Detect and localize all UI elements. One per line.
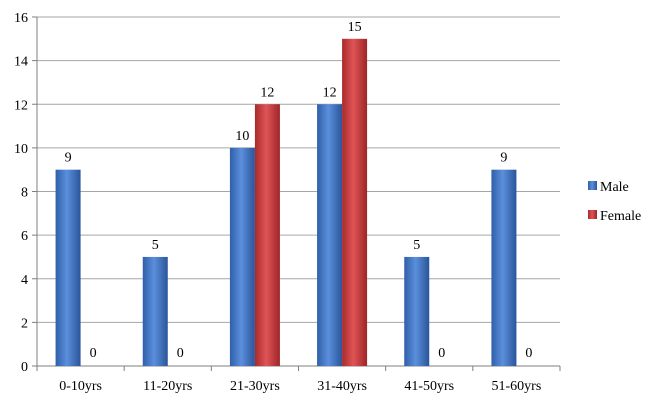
legend: Male Female bbox=[588, 180, 641, 224]
legend-swatch-female bbox=[588, 210, 597, 219]
bar-female-31-40yrs bbox=[342, 38, 368, 366]
bar-male-11-20yrs bbox=[142, 256, 168, 366]
data-label-female: 0 bbox=[438, 346, 445, 361]
y-tick-label: 12 bbox=[14, 98, 28, 113]
axes: 0 2 4 6 8 10 12 14 16 0-10yrs 11-20yrs 21-30yrs 31-4… bbox=[14, 11, 561, 394]
y-tick-label: 16 bbox=[14, 11, 28, 26]
bars bbox=[55, 38, 517, 366]
gridlines bbox=[37, 16, 560, 367]
y-tick-label: 10 bbox=[14, 142, 28, 157]
legend-swatch-male bbox=[588, 181, 597, 190]
data-label-female: 0 bbox=[90, 346, 97, 361]
data-label-female: 15 bbox=[348, 20, 362, 35]
x-tick-label: 21-30yrs bbox=[230, 379, 280, 394]
bar-male-21-30yrs bbox=[229, 147, 255, 366]
x-tick-label: 0-10yrs bbox=[59, 379, 102, 394]
y-tick-label: 0 bbox=[21, 360, 28, 375]
y-tick-label: 4 bbox=[21, 273, 28, 288]
data-label-male: 12 bbox=[323, 85, 337, 100]
data-label-female: 0 bbox=[525, 346, 532, 361]
bar-male-31-40yrs bbox=[317, 104, 343, 366]
data-label-female: 0 bbox=[177, 346, 184, 361]
data-label-male: 9 bbox=[65, 151, 72, 166]
data-label-male: 5 bbox=[413, 238, 420, 253]
y-tick-label: 6 bbox=[21, 229, 28, 244]
bar-male-51-60yrs bbox=[491, 169, 517, 366]
data-label-female: 12 bbox=[260, 85, 274, 100]
x-tick-label: 11-20yrs bbox=[143, 379, 192, 394]
legend-label-male: Male bbox=[600, 180, 629, 195]
x-tick-label: 31-40yrs bbox=[317, 379, 367, 394]
legend-label-female: Female bbox=[600, 209, 641, 224]
data-labels: 9 0 5 0 10 12 12 15 5 0 9 0 bbox=[65, 20, 533, 361]
bar-male-0-10yrs bbox=[55, 169, 81, 366]
bar-male-41-50yrs bbox=[404, 256, 430, 366]
bar-female-21-30yrs bbox=[254, 104, 280, 366]
data-label-male: 9 bbox=[500, 151, 507, 166]
y-tick-label: 14 bbox=[14, 55, 28, 70]
y-tick-label: 2 bbox=[21, 316, 28, 331]
y-tick-label: 8 bbox=[21, 186, 28, 201]
data-label-male: 5 bbox=[152, 238, 159, 253]
data-label-male: 10 bbox=[235, 129, 249, 144]
x-tick-label: 51-60yrs bbox=[492, 379, 542, 394]
x-tick-label: 41-50yrs bbox=[404, 379, 454, 394]
